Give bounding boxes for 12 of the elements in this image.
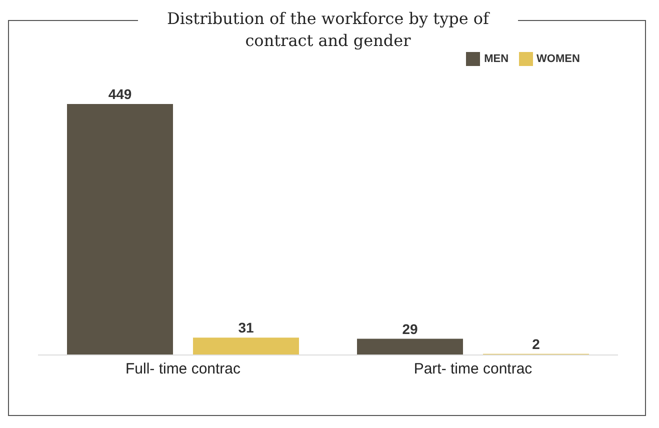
bar (67, 104, 173, 355)
data-label: 31 (238, 320, 254, 336)
bar (357, 338, 463, 355)
data-label: 2 (532, 336, 540, 352)
x-tick-label: Full- time contrac (125, 360, 242, 378)
chart-title: Distribution of the workforce by type of contract and gender (138, 8, 518, 52)
data-label: 449 (108, 86, 132, 102)
bar (193, 338, 299, 355)
x-tick-label: Part- time contrac (414, 360, 533, 378)
legend-label: WOMEN (536, 52, 580, 65)
legend-label: MEN (484, 52, 509, 65)
data-label: 29 (402, 320, 418, 337)
